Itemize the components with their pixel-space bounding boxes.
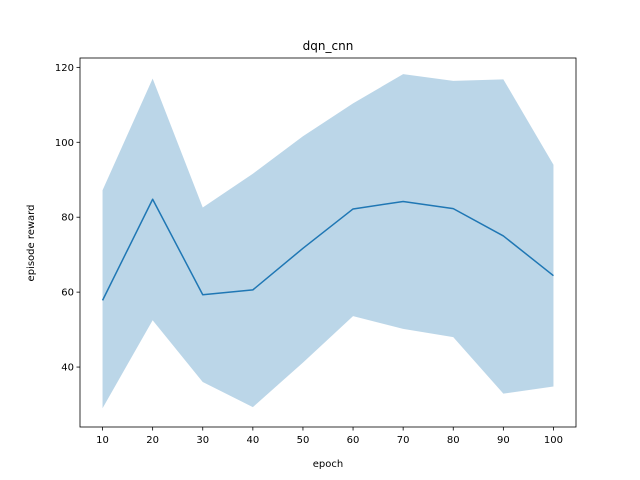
x-tick-label: 40	[246, 435, 259, 446]
x-tick-label: 30	[196, 435, 209, 446]
y-tick-label: 80	[61, 213, 74, 224]
chart-title: dqn_cnn	[303, 39, 354, 53]
x-tick-label: 10	[96, 435, 109, 446]
x-axis-label: epoch	[313, 459, 343, 470]
y-tick-label: 40	[61, 363, 74, 374]
x-tick-label: 90	[497, 435, 510, 446]
plot-frame	[79, 57, 577, 428]
y-tick-label: 100	[55, 138, 74, 149]
x-tick-label: 70	[397, 435, 410, 446]
x-tick-label: 20	[146, 435, 159, 446]
x-tick-label: 50	[297, 435, 310, 446]
x-tick-label: 60	[347, 435, 360, 446]
series-band	[102, 74, 554, 409]
y-axis-label: episode reward	[26, 205, 37, 282]
series-line	[101, 198, 554, 301]
x-tick-label: 100	[544, 435, 563, 446]
y-tick-label: 120	[55, 63, 74, 74]
y-tick-label: 60	[61, 288, 74, 299]
x-tick-label: 80	[447, 435, 460, 446]
